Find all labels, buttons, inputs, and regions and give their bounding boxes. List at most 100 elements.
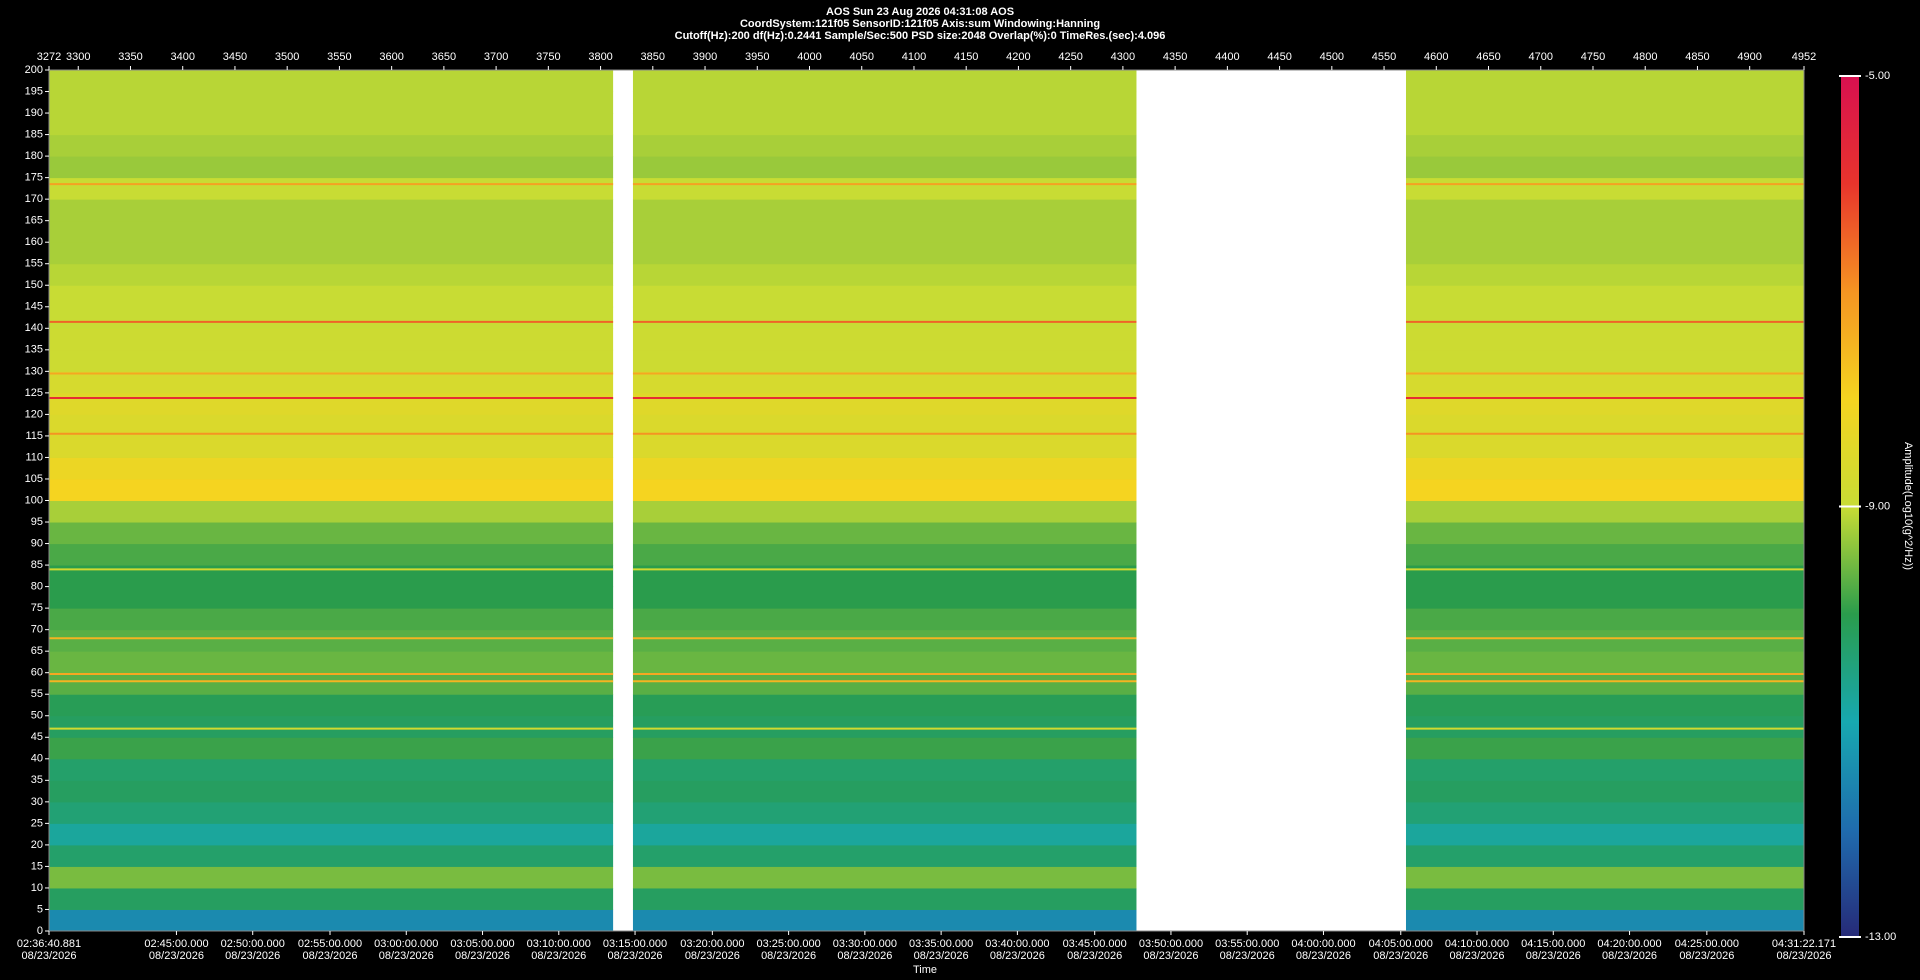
spectrum-band [1405, 565, 1804, 588]
x-tick-label: 3900 [693, 51, 717, 63]
y-tick-label: 55 [31, 688, 43, 700]
spectrum-band [1405, 156, 1804, 179]
spectrum-band [632, 220, 1137, 243]
spectrum-band [49, 199, 614, 222]
y-tick-label: 20 [31, 839, 43, 851]
y-tick-label: 140 [25, 322, 43, 334]
x-tick-label: 4400 [1215, 51, 1239, 63]
y-tick-label: 35 [31, 774, 43, 786]
spectrum-band [1405, 586, 1804, 609]
spectrum-band [49, 177, 614, 200]
spectrum-band [1405, 608, 1804, 631]
y-tick-label: 30 [31, 796, 43, 808]
spectrum-band [49, 629, 614, 652]
spectrum-band [1405, 392, 1804, 415]
y-tick-label: 110 [25, 451, 43, 463]
spectrum-band [49, 887, 614, 910]
spectrum-band [49, 866, 614, 889]
spectrum-band [632, 780, 1137, 803]
spectrum-band [49, 392, 614, 415]
y-tick-label: 65 [31, 645, 43, 657]
spectrum-band [49, 70, 614, 93]
x-tick-label: 3950 [745, 51, 769, 63]
spectrum-band [49, 156, 614, 179]
spectrum-band [632, 737, 1137, 760]
spectrum-band [1405, 715, 1804, 738]
spectrum-band [632, 242, 1137, 265]
spectrum-band [49, 758, 614, 781]
spectrum-band [49, 263, 614, 286]
spectrum-band [632, 349, 1137, 372]
date-tick-label: 08/23/2026 [1602, 950, 1657, 962]
spectrum-band [1405, 199, 1804, 222]
x-tick-label: 4952 [1792, 51, 1816, 63]
y-tick-label: 100 [25, 494, 43, 506]
x-tick-label: 3650 [432, 51, 456, 63]
spectrum-band [1405, 371, 1804, 394]
spectrum-band [1405, 70, 1804, 93]
y-tick-label: 50 [31, 710, 43, 722]
spectrum-band [49, 113, 614, 136]
x-tick-label: 4350 [1163, 51, 1187, 63]
x-tick-label: 4700 [1529, 51, 1553, 63]
spectrum-band [1405, 242, 1804, 265]
spectrum-band [632, 371, 1137, 394]
date-tick-label: 08/23/2026 [1067, 950, 1122, 962]
y-tick-label: 70 [31, 624, 43, 636]
spectrum-band [632, 392, 1137, 415]
x-tick-label: 4450 [1267, 51, 1291, 63]
y-tick-label: 170 [25, 193, 43, 205]
colorbar-tick-label: -5.00 [1865, 70, 1890, 82]
spectrum-band [49, 349, 614, 372]
spectrum-band [49, 694, 614, 717]
y-tick-label: 90 [31, 537, 43, 549]
time-tick-label: 03:25:00.000 [756, 938, 820, 950]
time-tick-label: 03:00:00.000 [374, 938, 438, 950]
spectrum-band [632, 887, 1137, 910]
x-tick-label: 4550 [1372, 51, 1396, 63]
x-tick-label: 3850 [641, 51, 665, 63]
spectrum-band [1405, 672, 1804, 695]
y-tick-label: 10 [31, 882, 43, 894]
spectrum-band [1405, 629, 1804, 652]
spectrum-band [632, 285, 1137, 308]
spectrum-band [49, 801, 614, 824]
x-tick-label: 3700 [484, 51, 508, 63]
spectrum-band [632, 651, 1137, 674]
spectrum-band [49, 823, 614, 846]
spectrum-band [49, 414, 614, 437]
spectrum-band [1405, 328, 1804, 351]
date-tick-label: 08/23/2026 [455, 950, 510, 962]
time-tick-label: 04:15:00.000 [1521, 938, 1585, 950]
spectrum-band [632, 909, 1137, 932]
spectrum-band [632, 522, 1137, 545]
spectrum-band [632, 565, 1137, 588]
y-tick-label: 125 [25, 387, 43, 399]
chart-title: AOS Sun 23 Aug 2026 04:31:08 AOS [826, 6, 1014, 18]
chart-parameters: Cutoff(Hz):200 df(Hz):0.2441 Sample/Sec:… [675, 30, 1166, 42]
y-tick-label: 25 [31, 817, 43, 829]
spectrum-band [632, 199, 1137, 222]
spectrum-band [1405, 134, 1804, 157]
y-tick-label: 115 [25, 430, 43, 442]
date-tick-label: 08/23/2026 [1679, 950, 1734, 962]
spectrum-band [1405, 91, 1804, 114]
time-tick-label: 04:31:22.171 [1772, 938, 1836, 950]
x-tick-label: 4050 [849, 51, 873, 63]
spectrum-band [632, 91, 1137, 114]
spectrum-band [1405, 457, 1804, 480]
y-tick-label: 15 [31, 860, 43, 872]
spectrum-band [632, 844, 1137, 867]
date-tick-label: 08/23/2026 [1526, 950, 1581, 962]
y-tick-label: 95 [31, 516, 43, 528]
date-tick-label: 08/23/2026 [914, 950, 969, 962]
y-tick-label: 120 [25, 408, 43, 420]
time-tick-label: 04:00:00.000 [1291, 938, 1355, 950]
spectrum-band [632, 435, 1137, 458]
date-tick-label: 08/23/2026 [1220, 950, 1275, 962]
time-tick-label: 03:55:00.000 [1215, 938, 1279, 950]
spectrum-band [49, 134, 614, 157]
spectrum-band [1405, 478, 1804, 501]
